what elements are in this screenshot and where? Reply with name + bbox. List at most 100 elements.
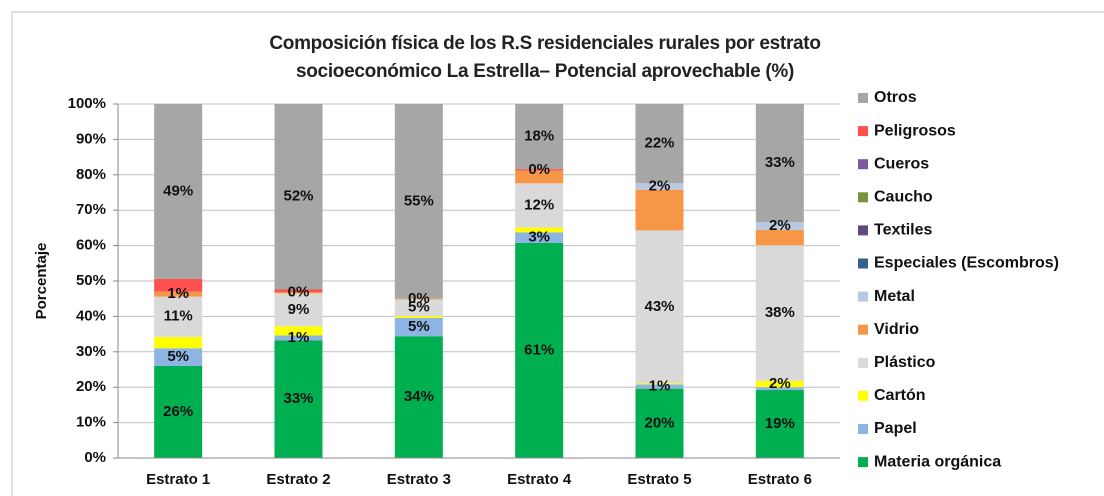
bar-segment: [515, 183, 564, 228]
bar-segment: [274, 340, 323, 458]
data-label: 2%: [649, 177, 671, 194]
bar-segment: [755, 387, 804, 391]
bar-segment: [394, 316, 443, 318]
legend-label: Materia orgánica: [874, 453, 1001, 470]
legend-swatch: [858, 93, 868, 103]
data-label: 0%: [408, 290, 430, 307]
legend-swatch: [858, 258, 868, 269]
legend-label: Textiles: [874, 222, 933, 239]
data-label: 1%: [288, 329, 310, 346]
bar-segment: [755, 380, 804, 388]
data-label: 0%: [528, 161, 550, 178]
x-tick-label: Estrato 4: [507, 471, 572, 488]
data-label: 43%: [644, 298, 674, 315]
data-label: 0%: [288, 284, 310, 301]
y-tick-label: 90%: [76, 130, 106, 147]
legend-label: Especiales (Escombros): [874, 255, 1059, 272]
legend-label: Cueros: [874, 155, 929, 172]
bar-segment: [515, 104, 564, 170]
bar-segment: [755, 230, 804, 246]
bar-segment: [635, 189, 684, 231]
x-tick-label: Estrato 5: [627, 471, 691, 488]
legend-label: Cartón: [874, 387, 926, 404]
data-label: 33%: [765, 154, 795, 171]
bar-segment: [635, 384, 684, 389]
y-tick-label: 100%: [68, 95, 106, 112]
data-label: 2%: [769, 375, 791, 392]
bar-segment: [635, 183, 684, 190]
bar-segment: [515, 232, 564, 243]
bar-segment: [515, 242, 564, 458]
data-label: 33%: [283, 390, 313, 407]
legend-label: Plástico: [874, 354, 936, 371]
bar-segment: [515, 170, 564, 184]
y-tick-label: 50%: [76, 272, 106, 289]
data-label: 1%: [649, 377, 671, 394]
x-tick-label: Estrato 2: [266, 471, 330, 488]
y-tick-label: 10%: [76, 414, 106, 431]
bar-segment: [154, 296, 203, 337]
y-tick-label: 70%: [76, 201, 106, 218]
data-label: 38%: [765, 304, 795, 321]
y-tick-label: 80%: [76, 166, 106, 183]
data-label: 2%: [769, 217, 791, 234]
legend-swatch: [858, 390, 868, 401]
data-label: 52%: [283, 188, 313, 205]
bar-segment: [154, 336, 203, 349]
legend-swatch: [858, 457, 868, 468]
legend-swatch: [858, 192, 868, 203]
bar-segment: [274, 335, 323, 341]
y-tick-label: 20%: [76, 378, 106, 395]
legend-label: Vidrio: [874, 321, 919, 338]
bar-segment: [274, 289, 323, 292]
bar-segment: [394, 317, 443, 337]
data-label: 1%: [167, 285, 189, 302]
legend-swatch: [858, 424, 868, 434]
data-label: 5%: [408, 318, 430, 335]
data-label: 3%: [528, 229, 550, 246]
legend-swatch: [858, 324, 868, 335]
legend-label: Metal: [874, 288, 915, 305]
legend-label: Peligrosos: [874, 122, 956, 139]
legend-label: Caucho: [874, 189, 933, 206]
bar-segment: [154, 365, 203, 458]
bar-segment: [394, 336, 443, 458]
bar-segment: [274, 326, 323, 336]
legend-label: Otros: [874, 89, 917, 106]
legend-swatch: [858, 357, 868, 368]
x-tick-label: Estrato 6: [748, 471, 812, 488]
bar-segment: [515, 169, 564, 171]
bar-segment: [755, 104, 804, 223]
data-label: 9%: [288, 301, 310, 318]
bar-segment: [154, 278, 203, 292]
frame: [11, 11, 1104, 496]
bar-segment: [154, 348, 203, 366]
bar-segment: [635, 104, 684, 184]
data-label: 55%: [404, 192, 434, 209]
bar-segment: [394, 299, 443, 317]
data-label: 34%: [404, 388, 434, 405]
bar-segment: [515, 227, 564, 233]
data-label: 26%: [163, 403, 193, 420]
data-label: 11%: [164, 308, 193, 325]
bar-segment: [274, 104, 323, 290]
legend-swatch: [858, 291, 868, 302]
legend-swatch: [858, 159, 868, 170]
data-label: 61%: [524, 341, 554, 358]
y-tick-label: 40%: [76, 307, 106, 324]
y-tick-label: 30%: [76, 343, 106, 360]
y-tick-label: 60%: [76, 237, 106, 254]
legend-swatch: [858, 126, 868, 137]
data-label: 5%: [408, 299, 430, 316]
bar-segment: [274, 291, 323, 294]
legend-swatch: [858, 225, 868, 236]
legend-label: Papel: [874, 420, 917, 437]
bar-segment: [394, 298, 443, 300]
bar-segment: [755, 390, 804, 458]
bar-segment: [154, 291, 203, 297]
y-axis-label: Porcentaje: [33, 243, 50, 320]
data-label: 5%: [167, 348, 189, 365]
data-label: 18%: [524, 128, 554, 145]
data-label: 49%: [163, 182, 193, 199]
chart-title: Composición física de los R.S residencia…: [269, 33, 821, 82]
